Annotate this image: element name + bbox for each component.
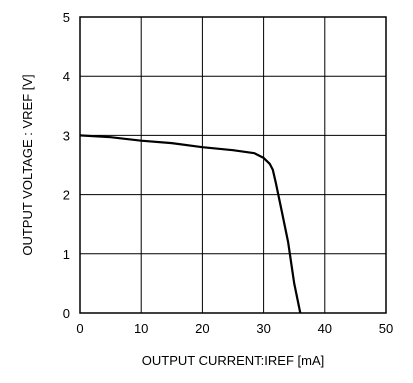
y-tick-label: 3 bbox=[63, 128, 70, 143]
grid bbox=[79, 16, 387, 314]
y-axis-title: OUTPUT VOLTAGE : VREF [V] bbox=[20, 74, 35, 255]
x-axis-title: OUTPUT CURRENT:IREF [mA] bbox=[142, 353, 325, 368]
series-line bbox=[79, 134, 302, 314]
x-tick-label: 10 bbox=[134, 321, 148, 336]
y-tick-labels: 0 1 2 3 4 5 bbox=[63, 10, 70, 321]
x-tick-labels: 0 10 20 30 40 50 bbox=[76, 321, 393, 336]
x-tick-label: 20 bbox=[195, 321, 209, 336]
y-tick-label: 0 bbox=[63, 306, 70, 321]
y-tick-label: 1 bbox=[63, 247, 70, 262]
x-tick-label: 40 bbox=[318, 321, 332, 336]
x-tick-label: 30 bbox=[256, 321, 270, 336]
series-layer bbox=[79, 134, 302, 314]
plot-frame bbox=[79, 16, 387, 314]
x-tick-label: 50 bbox=[379, 321, 393, 336]
y-tick-label: 5 bbox=[63, 10, 70, 25]
y-tick-label: 2 bbox=[63, 188, 70, 203]
y-tick-label: 4 bbox=[63, 69, 70, 84]
x-tick-label: 0 bbox=[76, 321, 83, 336]
